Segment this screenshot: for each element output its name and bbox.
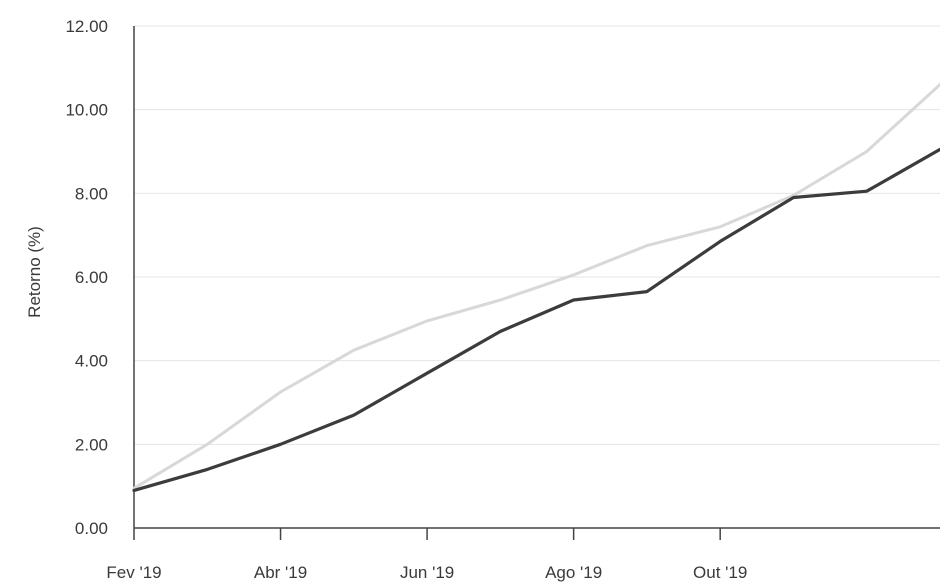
series-lines — [132, 83, 940, 492]
y-axis-title: Retorno (%) — [25, 226, 44, 318]
series-line-2 — [132, 147, 940, 492]
axes — [133, 26, 940, 540]
y-tick-label: 10.00 — [65, 101, 108, 120]
grid-lines — [134, 25, 940, 445]
y-tick-label: 0.00 — [75, 519, 108, 538]
y-tick-label: 12.00 — [65, 17, 108, 36]
y-tick-label: 8.00 — [75, 184, 108, 203]
y-tick-label: 2.00 — [75, 435, 108, 454]
y-tick-label: 4.00 — [75, 352, 108, 371]
series-line-1 — [132, 83, 940, 490]
x-tick-label: Abr '19 — [254, 563, 307, 582]
x-tick-label: Out '19 — [693, 563, 747, 582]
x-tick-label: Jun '19 — [400, 563, 454, 582]
tick-labels: 0.00 2.00 4.00 6.00 8.00 10.00 12.00 Fev '19 Abr… — [65, 17, 747, 582]
x-tick-label: Ago '19 — [545, 563, 602, 582]
x-tick-label: Fev '19 — [106, 563, 161, 582]
y-tick-label: 6.00 — [75, 268, 108, 287]
